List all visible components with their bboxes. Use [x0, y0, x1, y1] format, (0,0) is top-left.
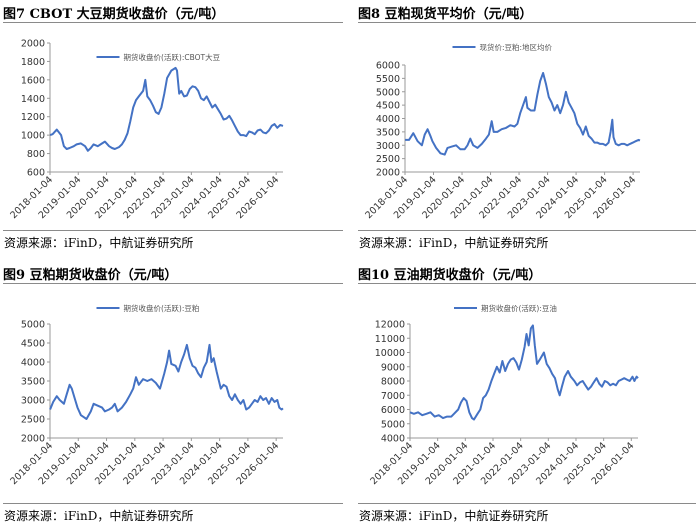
y-tick-label: 1000 — [21, 131, 45, 142]
figure-title-soymeal-spot: 图8 豆粕现货平均价（元/吨） — [358, 7, 533, 22]
y-tick-label: 4500 — [21, 339, 45, 350]
y-tick-label: 11000 — [375, 334, 405, 345]
y-tick-label: 1800 — [21, 57, 45, 68]
legend-label: 期货收盘价(活跃):豆油 — [481, 303, 557, 313]
y-tick-label: 12000 — [375, 320, 405, 331]
y-tick-label: 1200 — [21, 112, 45, 123]
source-rule — [3, 503, 343, 504]
legend: 现货价:豆粕:地区均价 — [452, 42, 553, 52]
source-note: 资源来源：iFinD，中航证券研究所 — [4, 236, 194, 250]
series-line — [49, 343, 284, 420]
legend: 期货收盘价(活跃):豆油 — [454, 303, 557, 313]
source-note: 资源来源：iFinD，中航证券研究所 — [4, 509, 194, 523]
y-tick-label: 2000 — [21, 434, 45, 445]
legend-label: 期货收盘价(活跃):豆粕 — [124, 303, 200, 313]
figure-title-soyoil-futures: 图10 豆油期货收盘价（元/吨） — [358, 268, 542, 283]
y-tick-label: 8000 — [381, 377, 405, 388]
y-tick-label: 4000 — [381, 434, 405, 445]
legend: 期货收盘价(活跃):豆粕 — [96, 303, 200, 313]
chart-cbot-soybean: 600 800 1000 1200 1400 1600 1800 2000 2018-01-04… — [0, 27, 345, 230]
series-line — [405, 72, 641, 156]
y-tick-label: 5000 — [376, 87, 400, 98]
chart-svg: 2000250030003500400045005000550060002018… — [363, 42, 641, 221]
y-tick-label: 9000 — [381, 362, 405, 373]
figure-title-cbot-soybean: 图7 CBOT 大豆期货收盘价（元/吨） — [3, 7, 225, 22]
title-rule — [3, 283, 343, 284]
y-tick-label: 6000 — [381, 405, 405, 416]
y-tick-label: 1600 — [21, 75, 45, 86]
y-tick-label: 6000 — [376, 61, 400, 72]
y-tick-label: 3500 — [376, 127, 400, 138]
chart-soyoil-futures: 4000 5000 6000 7000 8000 9000 10000 11000 12000 2… — [355, 288, 700, 493]
y-tick-label: 2500 — [21, 415, 45, 426]
y-tick-label: 3500 — [21, 377, 45, 388]
chart-svg: 20002500300035004000450050002018-01-0420… — [8, 303, 284, 487]
y-tick-label: 800 — [27, 149, 45, 160]
y-tick-label: 7000 — [381, 391, 405, 402]
chart-soymeal-spot: 2000 2500 3000 3500 4000 4500 5000 5500 6000 2018… — [355, 27, 700, 230]
y-tick-label: 2000 — [376, 168, 400, 179]
chart-svg: 4000500060007000800090001000011000120002… — [368, 303, 639, 487]
y-tick-label: 3000 — [376, 141, 400, 152]
title-rule — [358, 22, 696, 23]
title-rule — [3, 22, 343, 23]
source-rule — [358, 230, 696, 231]
y-tick-label: 10000 — [375, 348, 405, 359]
y-tick-label: 2000 — [21, 39, 45, 50]
y-tick-label: 600 — [27, 168, 45, 179]
y-tick-label: 4000 — [376, 114, 400, 125]
y-tick-label: 1400 — [21, 94, 45, 105]
legend: 期货收盘价(活跃):CBOT大豆 — [96, 52, 221, 62]
series-line — [49, 66, 284, 152]
y-tick-label: 3000 — [21, 396, 45, 407]
source-rule — [358, 503, 696, 504]
title-rule — [358, 283, 696, 284]
legend-label: 现货价:豆粕:地区均价 — [480, 42, 553, 52]
y-tick-label: 5500 — [376, 74, 400, 85]
y-tick-label: 4500 — [376, 101, 400, 112]
y-tick-label: 5000 — [21, 320, 45, 331]
figure-title-soymeal-futures: 图9 豆粕期货收盘价（元/吨） — [3, 268, 178, 283]
y-tick-label: 2500 — [376, 154, 400, 165]
source-note: 资源来源：iFinD，中航证券研究所 — [359, 236, 549, 250]
chart-soymeal-futures: 2000 2500 3000 3500 4000 4500 5000 2018-01-04 20… — [0, 288, 345, 493]
source-note: 资源来源：iFinD，中航证券研究所 — [359, 509, 549, 523]
series-line — [409, 324, 639, 421]
source-rule — [3, 230, 343, 231]
chart-svg: 6008001000120014001600180020002018-01-04… — [8, 39, 284, 221]
legend-label: 期货收盘价(活跃):CBOT大豆 — [124, 52, 221, 62]
y-tick-label: 4000 — [21, 358, 45, 369]
y-tick-label: 5000 — [381, 419, 405, 430]
